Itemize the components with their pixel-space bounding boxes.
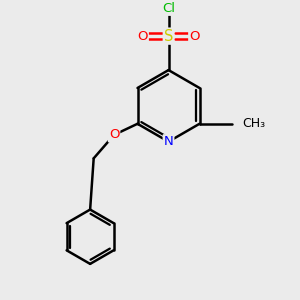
Text: Cl: Cl: [162, 2, 175, 15]
Text: O: O: [137, 30, 148, 43]
Text: CH₃: CH₃: [243, 117, 266, 130]
Text: O: O: [189, 30, 200, 43]
Text: S: S: [164, 28, 173, 44]
Text: N: N: [164, 135, 173, 148]
Text: O: O: [109, 128, 119, 141]
